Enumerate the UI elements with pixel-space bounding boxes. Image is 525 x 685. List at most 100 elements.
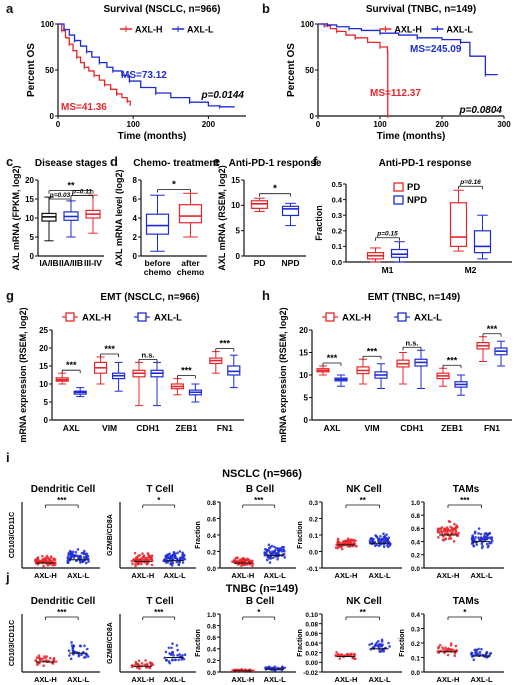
y-tick-label: 2	[133, 233, 138, 242]
y-tick-label: 0	[133, 252, 138, 261]
data-point	[87, 558, 90, 561]
data-point	[264, 547, 267, 551]
data-point	[150, 663, 153, 666]
category-label: AXL-H	[231, 675, 254, 684]
data-point	[140, 661, 144, 665]
data-point	[446, 653, 450, 657]
chart-title: Dendritic Cell	[31, 596, 96, 607]
y-tick-label: 0.2	[207, 549, 216, 556]
data-point	[137, 659, 141, 663]
x-axis-title: Time (months)	[118, 131, 187, 142]
data-point	[148, 666, 152, 670]
category-label: before	[145, 258, 171, 268]
panel-letter-i: i	[6, 450, 10, 465]
panel-letter-f: f	[313, 154, 318, 169]
data-point	[436, 530, 440, 533]
grouped-box-chart-h: EMT (TNBC, n=149) 0 5 10 15 20 mRNA expression…	[278, 292, 512, 443]
data-point	[471, 541, 474, 545]
data-point	[145, 663, 149, 667]
significance-label: **	[360, 496, 367, 505]
data-point	[453, 654, 456, 658]
y-tick-label: 0.4	[207, 647, 216, 654]
dot-chart-i5: TAMs 0.0 0.2 0.4 0.6 0.8 1.0 AXL-H AXL-L ***	[411, 484, 504, 580]
data-point	[336, 537, 340, 541]
data-point	[383, 539, 387, 543]
data-point	[176, 551, 179, 555]
data-point	[67, 649, 71, 652]
legend-swatch	[393, 182, 404, 192]
data-point	[236, 563, 240, 566]
data-point	[164, 659, 168, 662]
data-point	[352, 653, 356, 656]
data-point	[134, 564, 137, 568]
data-point	[87, 560, 90, 563]
category-label: VIM	[102, 423, 117, 433]
category-label: AXL-H	[335, 675, 358, 684]
y-tick-label: 0.10	[305, 612, 318, 619]
data-point	[172, 553, 176, 556]
data-point	[346, 652, 349, 656]
section-title-tnbc: TNBC (n=149)	[226, 583, 299, 595]
y-tick-label: 0.3	[309, 500, 318, 507]
y-tick-label: 0.0	[207, 566, 216, 573]
y-tick-label: 4	[133, 214, 138, 223]
data-point	[339, 541, 343, 545]
x-tick-label: 100	[373, 120, 387, 129]
survival-chart-b: Survival (TNBC, n=149) 0 50 100 0 100 200 300 Pe…	[286, 4, 511, 142]
data-point	[477, 532, 480, 535]
category-label: FN1	[217, 423, 233, 433]
chart-title: Anti-PD-1 response	[229, 158, 322, 169]
data-point	[241, 558, 244, 561]
data-point	[73, 554, 76, 558]
data-point	[490, 536, 494, 539]
y-tick-label: 0.6	[207, 635, 216, 642]
data-point	[136, 663, 140, 666]
data-point	[282, 545, 285, 549]
y-tick-label: 0.4	[207, 533, 216, 540]
y-tick-label: 0.8	[207, 623, 216, 630]
survival-line-axl-h	[318, 23, 389, 116]
y-tick-label: -0.02	[303, 670, 318, 677]
data-point	[377, 639, 380, 643]
data-point	[167, 646, 171, 650]
data-point	[149, 556, 153, 560]
y-tick-label: 0.2	[309, 516, 318, 523]
data-point	[136, 562, 139, 566]
data-point	[263, 553, 267, 557]
y-tick-label: 0.0	[207, 670, 216, 677]
y-tick-label: 0.8	[411, 513, 420, 520]
category-label: CDH1	[136, 423, 159, 433]
data-point	[251, 564, 254, 568]
chart-title: Disease stages	[35, 158, 108, 169]
y-tick-label: 0.4	[332, 195, 343, 204]
grouped-box-chart-g: EMT (NSCLC, n=966) 0 5 10 15 20 25 mRNA express…	[18, 292, 244, 443]
panel-letter-a: a	[6, 1, 14, 16]
data-point	[273, 545, 276, 549]
data-point	[449, 537, 453, 540]
data-point	[74, 550, 78, 554]
data-point	[271, 556, 275, 560]
box	[449, 202, 468, 248]
y-tick-label: 5	[236, 226, 241, 235]
category-label: AXL-H	[34, 675, 57, 684]
category-label: AXL	[324, 423, 341, 433]
data-point	[351, 539, 355, 542]
significance-label: ***	[57, 496, 67, 505]
legend-label: AXL-L	[187, 25, 214, 35]
significance-label: ***	[460, 496, 470, 505]
y-tick-label: 15	[231, 176, 240, 185]
category-label: AXL-L	[67, 571, 89, 580]
data-point	[477, 527, 481, 530]
data-point	[42, 664, 45, 668]
significance-label: **	[360, 608, 367, 617]
legend-swatch	[397, 312, 407, 322]
y-tick-label: 20	[299, 326, 308, 335]
data-point	[437, 527, 440, 531]
y-tick-label: 10	[231, 201, 240, 210]
x-tick-label: 300	[497, 120, 511, 129]
data-point	[172, 654, 175, 657]
data-point	[387, 641, 390, 645]
data-point	[144, 659, 147, 662]
data-point	[478, 538, 481, 542]
data-point	[479, 532, 483, 536]
